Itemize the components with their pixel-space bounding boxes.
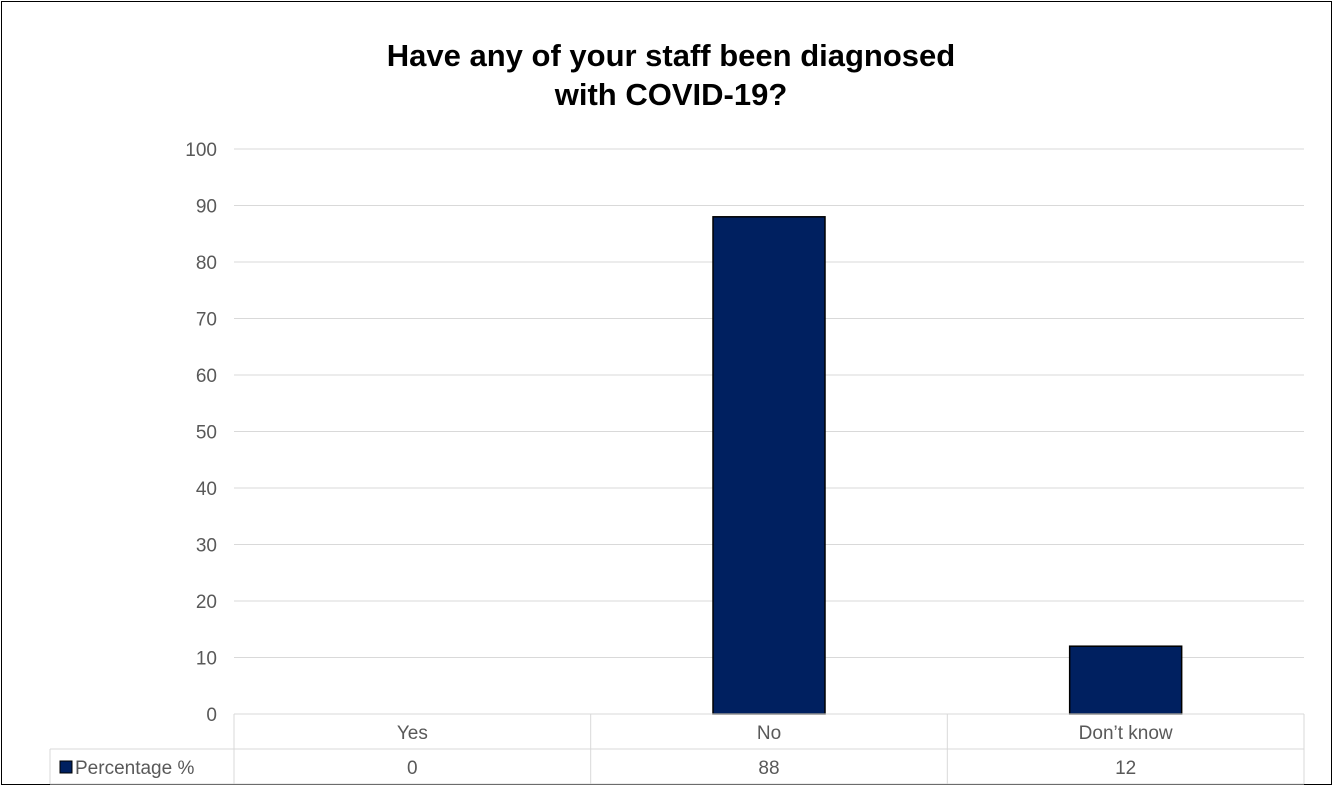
y-tick-label: 50 [196, 423, 217, 444]
x-category-label: No [757, 723, 781, 744]
legend-key-swatch [59, 760, 73, 774]
data-table-value: 0 [407, 758, 418, 779]
data-table-value: 12 [1115, 758, 1136, 779]
y-tick-label: 40 [196, 479, 217, 500]
bar [1068, 645, 1183, 715]
legend-series-name: Percentage % [75, 758, 194, 779]
y-tick-label: 90 [196, 197, 217, 218]
bar [712, 216, 826, 715]
y-tick-label: 60 [196, 366, 217, 387]
data-table: Yes No Don’t know 0 88 12 Percentage % [49, 713, 1305, 785]
y-tick-label: 20 [196, 592, 217, 613]
y-tick-label: 10 [196, 649, 217, 670]
bars [712, 216, 1183, 715]
x-category-label: Yes [397, 723, 428, 744]
y-axis-ticks: 0 10 20 30 40 50 60 70 80 90 100 [185, 140, 217, 726]
chart-title-line-1: Have any of your staff been diagnosed [387, 38, 955, 73]
y-tick-label: 100 [185, 140, 217, 161]
x-category-label: Don’t know [1079, 723, 1173, 744]
y-tick-label: 80 [196, 253, 217, 274]
data-table-value: 88 [758, 758, 779, 779]
chart-title-line-2: with COVID-19? [554, 77, 788, 112]
y-tick-label: 30 [196, 536, 217, 557]
y-tick-label: 70 [196, 310, 217, 331]
y-tick-label: 0 [206, 705, 217, 726]
